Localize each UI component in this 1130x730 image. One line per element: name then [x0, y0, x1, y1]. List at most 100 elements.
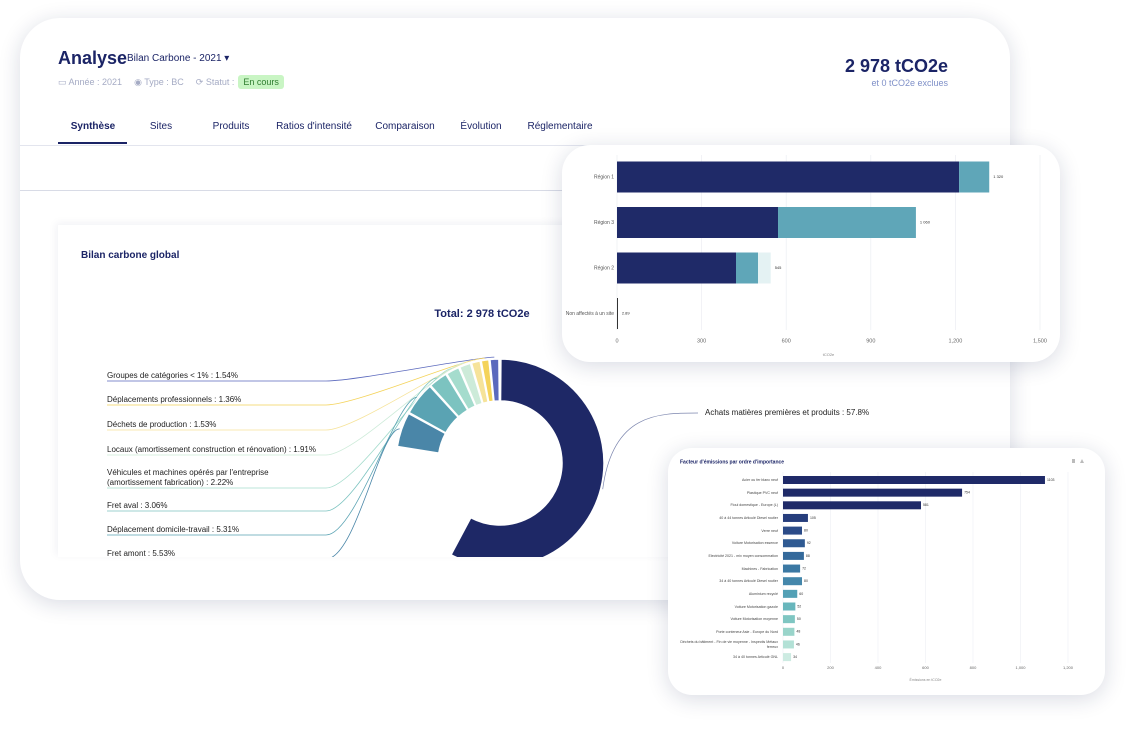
data-label: 60	[799, 592, 803, 596]
chart-title: Total: 2 978 tCO2e	[434, 308, 529, 320]
sort-icon[interactable]	[1080, 459, 1084, 463]
chart-card-title: Bilan carbone global	[81, 250, 180, 261]
caret: ▾	[224, 53, 230, 64]
x-axis-title: tCO2e	[823, 352, 835, 357]
bar	[783, 653, 792, 662]
y-tick-label: Plastique PVC neuf	[746, 490, 778, 495]
leader-line	[107, 377, 437, 512]
x-tick-label: 400	[875, 665, 882, 670]
active-tab-indicator	[58, 142, 127, 144]
bar-segment	[617, 161, 960, 193]
data-label: 88	[806, 554, 810, 558]
y-tick-label: Voiture Motorisation essence	[731, 541, 778, 546]
data-label: 1103	[1047, 478, 1055, 482]
data-label: 754	[964, 491, 970, 495]
y-tick-label: Voiture Motorisation moyenne	[730, 617, 778, 622]
tab[interactable]: Ratios d'intensité	[276, 121, 352, 132]
tab[interactable]: Produits	[212, 121, 250, 132]
x-tick-label: 0	[615, 338, 618, 344]
y-tick-label: Fioul domestique - Europe (L)	[730, 503, 778, 508]
study-select[interactable]: Bilan Carbone - 2021 ▾	[127, 53, 229, 64]
leader-line	[602, 412, 699, 490]
x-tick-label: 600	[782, 338, 791, 344]
data-label: 80	[804, 529, 808, 533]
meta-status: ⟳ Statut :	[195, 76, 235, 87]
x-tick-label: 1,500	[1033, 338, 1047, 344]
x-axis-title: Émissions en tCO2e	[910, 677, 942, 682]
donut-slice	[450, 358, 605, 557]
meta-text: Statut :	[205, 76, 235, 87]
x-tick-label: 900	[866, 338, 875, 344]
study-name: Bilan Carbone - 2021	[127, 53, 222, 64]
meta-type: ◉ Type : BC	[134, 76, 184, 87]
bar-segment	[736, 252, 758, 284]
x-tick-label: 1,200	[949, 338, 963, 344]
bar	[783, 526, 802, 535]
excluded-emissions: et 0 tCO2e exclues	[871, 78, 948, 88]
data-label: 46	[796, 642, 800, 646]
meta-text: Année : 2021	[68, 76, 123, 87]
delete-icon[interactable]	[1072, 459, 1075, 463]
bar	[783, 640, 794, 649]
bar-segment	[617, 298, 618, 329]
factors-card: Facteur d'émissions par ordre d'importan…	[668, 448, 1105, 695]
bar	[783, 602, 796, 611]
bar	[783, 476, 1045, 484]
bar	[783, 501, 921, 510]
data-label: Locaux (amortissement construction et ré…	[107, 445, 316, 454]
data-label: Fret aval : 3.06%	[107, 501, 168, 510]
bar	[783, 589, 798, 598]
tab[interactable]: Sites	[149, 121, 173, 132]
donut-slice	[480, 358, 495, 403]
data-label: Déplacement domicile-travail : 5.31%	[107, 525, 240, 534]
data-label: Fret amont : 5.53%	[107, 549, 176, 557]
regions-card: 0 300 600 900 1,200 1,500 tCO2e Région 1 1 320 Ré…	[562, 145, 1060, 362]
y-tick-label: Electricité 2021 - mix moyen consommatio…	[708, 553, 778, 558]
bar	[783, 539, 805, 548]
data-label: 72	[802, 566, 806, 570]
page-title: Analyse	[58, 48, 128, 68]
total-emissions: 2 978 tCO2e	[844, 56, 948, 76]
y-tick-label: 40 à 44 tonnes Articulé Diesel routier	[719, 515, 778, 520]
donut-slice	[396, 412, 447, 455]
status-badge: En cours	[238, 75, 284, 89]
y-tick-label: Aluminium recyclé	[748, 591, 778, 596]
stacked-bar-chart: 0 300 600 900 1,200 1,500 tCO2e Région 1 1 320 Ré…	[566, 155, 1047, 357]
tab[interactable]: Comparaison	[375, 121, 435, 132]
donut-slice	[445, 366, 477, 411]
total-label: 2.89	[622, 311, 631, 316]
donut-slice	[489, 358, 501, 403]
y-tick-label: Région 2	[594, 265, 614, 271]
total-label: 1 060	[920, 220, 931, 225]
bar	[783, 488, 963, 497]
x-tick-label: 1,000	[1015, 665, 1026, 670]
bar	[783, 615, 795, 624]
data-label: Groupes de catégories < 1% : 1.54%	[107, 371, 238, 380]
data-label: 34	[793, 655, 797, 659]
data-label: 581	[923, 503, 929, 507]
total-label: 545	[775, 265, 782, 270]
data-label: Achats matières premières et produits : …	[705, 408, 870, 417]
chart-title: Facteur d'émissions par ordre d'importan…	[680, 459, 784, 465]
tab[interactable]: Réglementaire	[527, 121, 593, 132]
y-tick-label: Région 1	[594, 174, 614, 180]
y-tick-label: Région 3	[594, 220, 614, 226]
x-tick-label: 200	[827, 665, 834, 670]
bar-segment	[617, 207, 779, 238]
bar-segment	[617, 252, 737, 284]
meta-year: ▭ Année : 2021	[58, 76, 123, 87]
tab[interactable]: Synthèse	[70, 121, 116, 132]
bar-chart: Facteur d'émissions par ordre d'importan…	[680, 459, 1084, 682]
x-tick-label: 600	[922, 665, 929, 670]
bar-segment	[758, 252, 771, 284]
x-tick-label: 1,200	[1063, 665, 1074, 670]
y-tick-label: 34 à 40 tonnes Articulé Diesel routier	[719, 579, 778, 584]
tab[interactable]: Évolution	[460, 121, 502, 132]
leader-line	[331, 428, 400, 557]
bar	[783, 577, 802, 586]
y-tick-label: Acier ou fer blanc neuf	[742, 477, 778, 482]
data-label: 105	[810, 516, 816, 520]
data-label: Déplacements professionnels : 1.36%	[107, 395, 242, 404]
bar	[783, 627, 795, 636]
